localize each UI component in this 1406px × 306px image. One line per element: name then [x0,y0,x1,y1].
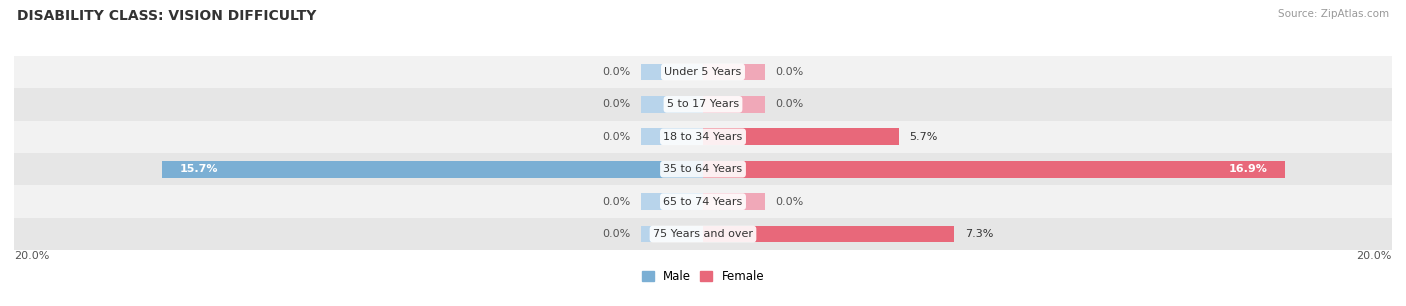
Bar [641,64,703,80]
Text: 65 to 74 Years: 65 to 74 Years [664,197,742,207]
Text: 5.7%: 5.7% [910,132,938,142]
Text: 5 to 17 Years: 5 to 17 Years [666,99,740,109]
Bar [703,161,1285,178]
Text: 0.0%: 0.0% [602,132,631,142]
Bar [162,161,703,178]
Bar [14,185,1392,218]
Bar [14,153,1392,185]
Bar [641,226,703,242]
Bar [703,128,900,145]
Legend: Male, Female: Male, Female [637,266,769,288]
Text: 15.7%: 15.7% [180,164,218,174]
Text: 0.0%: 0.0% [602,67,631,77]
Text: 18 to 34 Years: 18 to 34 Years [664,132,742,142]
Bar [14,121,1392,153]
Text: Under 5 Years: Under 5 Years [665,67,741,77]
Text: 0.0%: 0.0% [602,229,631,239]
Text: 0.0%: 0.0% [775,99,804,109]
Bar [703,193,765,210]
Text: 0.0%: 0.0% [775,197,804,207]
Bar [703,226,955,242]
Text: 0.0%: 0.0% [602,197,631,207]
Bar [703,64,765,80]
Bar [641,193,703,210]
Bar [703,96,765,113]
Text: 75 Years and over: 75 Years and over [652,229,754,239]
Bar [14,218,1392,250]
Text: 16.9%: 16.9% [1229,164,1268,174]
Text: 0.0%: 0.0% [775,67,804,77]
Text: 0.0%: 0.0% [602,99,631,109]
Text: Source: ZipAtlas.com: Source: ZipAtlas.com [1278,9,1389,19]
Text: 20.0%: 20.0% [14,251,49,261]
Text: 35 to 64 Years: 35 to 64 Years [664,164,742,174]
Text: 20.0%: 20.0% [1357,251,1392,261]
Text: 7.3%: 7.3% [965,229,993,239]
Bar [14,56,1392,88]
Bar [641,96,703,113]
Bar [641,128,703,145]
Bar [14,88,1392,121]
Text: DISABILITY CLASS: VISION DIFFICULTY: DISABILITY CLASS: VISION DIFFICULTY [17,9,316,23]
